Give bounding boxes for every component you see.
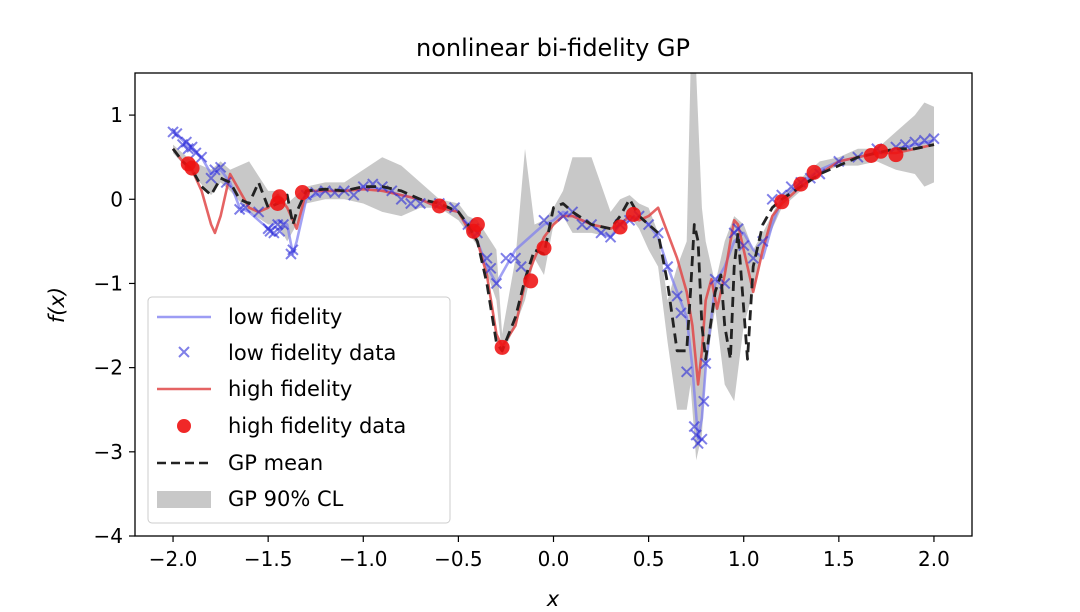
plot-area: [167, 73, 940, 461]
x-tick-label: 0.0: [538, 547, 570, 571]
high-fidelity-data-point: [523, 273, 539, 289]
low-fidelity-data-point: [214, 161, 227, 173]
legend-item-low-fidelity-data: low fidelity data: [178, 341, 396, 365]
low-fidelity-data-point: [604, 231, 617, 243]
y-tick-label: 0: [110, 187, 123, 211]
x-tick-label: −1.0: [339, 547, 388, 571]
low-fidelity-data-point: [485, 262, 497, 275]
legend-label-high-fidelity-data: high fidelity data: [228, 414, 406, 438]
low-fidelity-data-point: [576, 218, 588, 231]
low-fidelity-data-point: [414, 197, 427, 210]
low-fidelity-data-point: [252, 206, 265, 218]
low-fidelity-data-point: [277, 218, 290, 231]
low-fidelity-data-point: [205, 172, 217, 184]
x-tick-label: 1.5: [823, 547, 855, 571]
low-fidelity-data-point: [190, 147, 202, 159]
low-fidelity-data-point: [918, 134, 931, 147]
y-tick-label: −4: [94, 524, 123, 548]
high-fidelity-data-point: [612, 219, 628, 235]
high-fidelity-data-point: [184, 160, 200, 176]
low-fidelity-data-point: [698, 395, 710, 408]
y-axis: 1 0 −1 −2 −3 −4: [94, 103, 135, 548]
low-fidelity-data-point: [538, 214, 550, 227]
low-fidelity-data-point: [709, 273, 721, 285]
high-fidelity-data-point: [774, 194, 790, 210]
low-fidelity-data-point: [319, 185, 331, 197]
high-fidelity-data-point: [469, 217, 485, 233]
high-fidelity-data-point: [494, 339, 510, 355]
low-fidelity-data-point: [699, 357, 712, 370]
legend-label-high-fidelity: high fidelity: [228, 377, 352, 401]
y-axis-label: f(x): [45, 287, 69, 323]
low-fidelity-data-point: [557, 210, 569, 222]
high-fidelity-data-point: [888, 147, 904, 163]
low-fidelity-data-point: [909, 136, 921, 148]
y-tick-label: −3: [94, 440, 123, 464]
low-fidelity-data-point: [195, 151, 208, 163]
legend-label-gp-90-cl: GP 90% CL: [228, 487, 344, 511]
legend-item-gp-90-cl: GP 90% CL: [157, 487, 344, 511]
low-fidelity-data-point: [171, 127, 183, 140]
high-fidelity-data-point: [272, 189, 288, 205]
low-fidelity-data-point: [273, 225, 286, 237]
low-fidelity-data-point: [738, 239, 750, 252]
low-fidelity-line: [172, 130, 935, 441]
legend-swatch-gp-90-cl: [157, 491, 211, 508]
x-axis-label: x: [546, 587, 560, 611]
low-fidelity-data-point: [500, 252, 512, 264]
legend-swatch-low-fidelity-data: [178, 346, 190, 358]
legend-swatch-high-fidelity-data: [177, 419, 191, 433]
low-fidelity-data-point: [395, 193, 408, 205]
low-fidelity-data-point: [680, 366, 693, 378]
y-tick-label: −1: [94, 271, 123, 295]
x-tick-label: −0.5: [434, 547, 483, 571]
legend-item-gp-mean: GP mean: [157, 451, 323, 475]
high-fidelity-data-point: [536, 240, 552, 256]
x-tick-label: −1.5: [244, 547, 293, 571]
y-tick-label: −2: [94, 356, 123, 380]
low-fidelity-data-point: [671, 290, 683, 302]
low-fidelity-data-point: [595, 227, 607, 239]
high-fidelity-data-point: [431, 198, 447, 214]
chart-title: nonlinear bi-fidelity GP: [416, 34, 690, 62]
high-fidelity-data-point: [625, 206, 641, 222]
legend-item-high-fidelity: high fidelity: [157, 377, 352, 401]
low-fidelity-data-point: [509, 252, 522, 264]
legend-frame: [147, 296, 451, 524]
x-axis: −2.0 −1.5 −1.0 −0.5 0.0 0.5 1.0 1.5 2.0: [149, 536, 950, 571]
low-fidelity-data-point: [688, 420, 700, 433]
legend-label-low-fidelity: low fidelity: [228, 305, 342, 329]
high-fidelity-data-point: [793, 176, 809, 192]
low-fidelity-data-point: [287, 244, 299, 256]
y-tick-label: 1: [110, 103, 123, 127]
x-tick-label: 0.5: [633, 547, 665, 571]
low-fidelity-data-point: [490, 277, 503, 290]
low-fidelity-data-point: [732, 223, 744, 235]
low-fidelity-data-point: [209, 164, 221, 176]
low-fidelity-data-point: [481, 252, 493, 264]
high-fidelity-data-point: [873, 143, 889, 159]
low-fidelity-data-point: [357, 180, 369, 193]
low-fidelity-data-point: [515, 260, 527, 273]
low-fidelity-data-point: [186, 141, 198, 153]
gp-mean-line: [171, 143, 935, 361]
legend: low fidelity low fidelity data high fide…: [147, 296, 451, 524]
low-fidelity-data-point: [690, 429, 702, 441]
high-fidelity-data-point: [294, 185, 310, 201]
low-fidelity-data-point: [696, 433, 708, 445]
x-tick-label: −2.0: [149, 547, 198, 571]
legend-label-gp-mean: GP mean: [228, 451, 323, 475]
low-fidelity-data-point: [675, 307, 687, 319]
x-tick-label: 2.0: [918, 547, 950, 571]
x-tick-label: 1.0: [728, 547, 760, 571]
legend-item-low-fidelity: low fidelity: [157, 305, 342, 329]
low-fidelity-data-point: [405, 197, 417, 210]
legend-label-low-fidelity-data: low fidelity data: [228, 341, 396, 365]
legend-item-high-fidelity-data: high fidelity data: [177, 414, 406, 438]
low-fidelity-data-point: [928, 132, 940, 145]
high-fidelity-data-point: [806, 164, 822, 180]
low-fidelity-data-point: [348, 189, 360, 201]
